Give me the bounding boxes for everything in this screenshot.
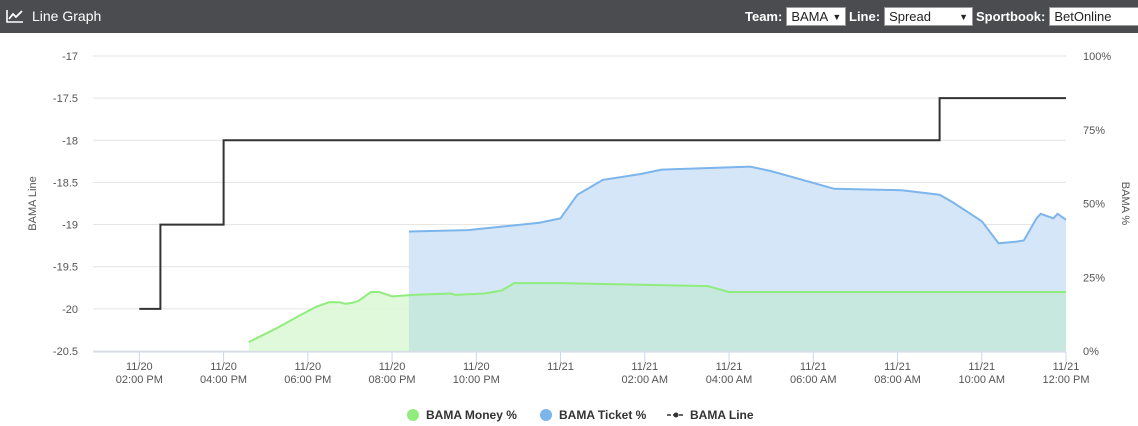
team-label: Team: [745, 9, 783, 24]
y-left-tick-label: -17 [62, 51, 78, 63]
sportsbook-select-value: BetOnline [1054, 9, 1112, 24]
y-left-tick-label: -20.5 [53, 346, 78, 358]
x-tick-date-label: 11/20 [126, 361, 153, 373]
x-tick-date-label: 11/21 [631, 361, 658, 373]
team-control: Team: BAMA ▼ [745, 7, 847, 26]
x-tick-date-label: 11/21 [547, 361, 574, 373]
x-tick-date-label: 11/20 [294, 361, 321, 373]
line-chart-icon [6, 10, 23, 23]
x-tick-time-label: 10:00 PM [453, 374, 500, 386]
ticket-legend-marker [540, 409, 552, 421]
x-tick-date-label: 11/21 [968, 361, 995, 373]
x-tick-date-label: 11/21 [884, 361, 911, 373]
x-tick-date-label: 11/21 [1053, 361, 1080, 373]
line-label: Line: [849, 9, 881, 24]
legend-ticket[interactable]: BAMA Ticket % [540, 408, 646, 422]
x-tick-date-label: 11/21 [716, 361, 743, 373]
y-left-tick-label: -18 [62, 135, 78, 147]
x-tick-time-label: 12:00 PM [1042, 374, 1089, 386]
y-left-tick-label: -17.5 [53, 93, 78, 105]
line-select-value: Spread [889, 9, 931, 24]
dropdown-arrow-icon: ▼ [832, 11, 842, 22]
legend-ticket-label: BAMA Ticket % [559, 408, 647, 422]
y-left-tick-label: -18.5 [53, 177, 78, 189]
money-series-line [248, 282, 1066, 343]
x-tick-time-label: 02:00 PM [116, 374, 163, 386]
line-control: Line: Spread ▼ [849, 7, 974, 26]
y-right-axis-title: BAMA % [1119, 182, 1131, 226]
x-tick-time-label: 08:00 PM [369, 374, 416, 386]
team-select-value: BAMA [791, 9, 829, 24]
y-left-tick-label: -19.5 [53, 262, 78, 274]
y-left-axis-title: BAMA Line [27, 176, 39, 230]
ticket-series-line [408, 165, 1067, 245]
legend-money[interactable]: BAMA Money % [407, 408, 517, 422]
y-left-tick-label: -19 [62, 220, 78, 232]
x-tick-time-label: 04:00 AM [706, 374, 752, 386]
overlap-area [408, 283, 1066, 351]
x-tick-date-label: 11/20 [379, 361, 406, 373]
sportsbook-control: Sportbook: BetOnline [976, 7, 1138, 26]
y-right-tick-label: 75% [1083, 125, 1105, 137]
x-tick-time-label: 08:00 AM [874, 374, 920, 386]
line-graph-chart: -17 -17.5 -18 -18.5 -19 -19.5 -20 -20.5 100% 75% 5… [27, 51, 1131, 386]
x-tick-time-label: 06:00 PM [284, 374, 331, 386]
legend-line[interactable]: BAMA Line [667, 408, 754, 422]
chart-header: Line Graph Team: BAMA ▼ Line: Spread ▼ S… [0, 0, 1138, 33]
y-left-tick-label: -20 [62, 304, 78, 316]
y-right-tick-label: 25% [1083, 272, 1105, 284]
x-tick-time-label: 02:00 AM [622, 374, 668, 386]
x-tick-date-label: 11/20 [210, 361, 237, 373]
x-tick-date-label: 11/20 [463, 361, 490, 373]
sportsbook-label: Sportbook: [976, 9, 1046, 24]
x-tick-time-label: 04:00 PM [200, 374, 247, 386]
line-select[interactable]: Spread ▼ [884, 7, 974, 26]
x-tick-time-label: 06:00 AM [790, 374, 836, 386]
team-select[interactable]: BAMA ▼ [786, 7, 847, 26]
money-legend-marker [407, 409, 419, 421]
chart-title: Line Graph [6, 8, 101, 24]
legend-line-label: BAMA Line [690, 408, 754, 422]
legend-money-label: BAMA Money % [426, 408, 517, 422]
y-right-tick-label: 0% [1083, 346, 1099, 358]
y-right-tick-label: 50% [1083, 199, 1105, 211]
sportsbook-select[interactable]: BetOnline [1049, 7, 1138, 26]
dropdown-arrow-icon: ▼ [959, 11, 969, 22]
x-tick-date-label: 11/21 [800, 361, 827, 373]
bama-line-series [139, 97, 1066, 310]
x-tick-time-label: 10:00 AM [959, 374, 1005, 386]
chart-title-text: Line Graph [32, 8, 102, 24]
line-legend-marker [667, 412, 685, 418]
y-right-tick-label: 100% [1083, 51, 1111, 63]
